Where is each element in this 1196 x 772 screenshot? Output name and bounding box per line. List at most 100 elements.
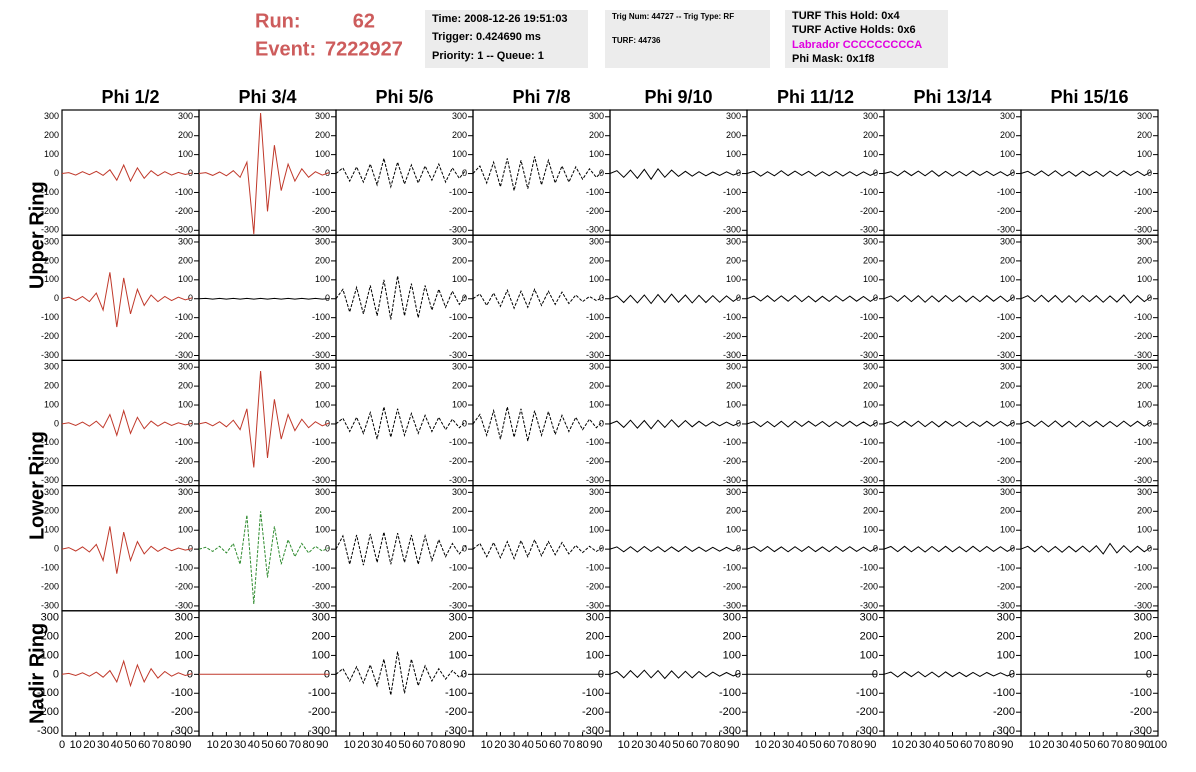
y-tick-label: 0 [54,418,59,428]
x-tick-label: 20 [905,739,917,751]
y-tick-label: 0 [462,168,467,178]
y-tick-label: 200 [586,630,604,642]
x-tick-label: 20 [631,739,643,751]
y-tick-label: 200 [726,380,741,390]
column-label: Phi 11/12 [777,87,854,107]
x-tick-label: 30 [1056,739,1068,751]
y-tick-label: -300 [175,225,193,235]
y-tick-label: 200 [723,630,741,642]
y-tick-label: 200 [1137,380,1152,390]
y-tick-label: 100 [726,149,741,159]
y-tick-label: 0 [462,544,467,554]
x-tick-label: 70 [974,739,986,751]
y-tick-label: 200 [726,506,741,516]
y-tick-label: -200 [582,706,604,718]
y-tick-label: 100 [452,149,467,159]
waveform [61,408,193,438]
y-tick-label: -100 [41,437,59,447]
y-tick-label: 200 [315,506,330,516]
waveform [1020,542,1152,555]
y-tick-label: -200 [723,331,741,341]
y-tick-label: -200 [312,331,330,341]
panel-frame [472,234,611,361]
y-tick-label: -100 [312,562,330,572]
y-tick-label: -300 [1134,225,1152,235]
y-tick-label: -300 [856,725,878,737]
y-tick-label: 300 [452,362,467,372]
x-tick-label: 90 [179,739,191,751]
column-label: Phi 3/4 [238,87,296,107]
column-label: Phi 1/2 [101,87,159,107]
y-tick-label: 200 [860,630,878,642]
y-tick-label: 300 [1137,487,1152,497]
y-tick-label: 100 [315,525,330,535]
waveform [1020,420,1152,428]
y-tick-label: 300 [1137,362,1152,372]
panel-frame [883,485,1022,612]
y-tick-label: 200 [315,380,330,390]
panel-frame [335,485,474,612]
waveform [746,170,878,177]
y-tick-label: -100 [997,437,1015,447]
waveform [883,294,1015,303]
info-box [425,10,588,68]
y-tick-label: -300 [449,225,467,235]
y-tick-label: 200 [44,130,59,140]
y-tick-label: -100 [41,562,59,572]
panel-frame [335,109,474,236]
y-tick-label: -300 [993,725,1015,737]
y-tick-label: -200 [1134,456,1152,466]
y-tick-label: 200 [863,380,878,390]
y-tick-label: 100 [449,649,467,661]
x-tick-label: 30 [919,739,931,751]
y-tick-label: -100 [1130,687,1152,699]
y-tick-label: 300 [589,236,604,246]
y-tick-label: 200 [1137,506,1152,516]
y-tick-label: 300 [863,362,878,372]
y-tick-label: -200 [860,331,878,341]
y-tick-label: 0 [54,544,59,554]
y-tick-label: 100 [863,525,878,535]
y-tick-label: 200 [1000,506,1015,516]
y-tick-label: -100 [312,312,330,322]
y-tick-label: -100 [997,562,1015,572]
y-tick-label: -300 [860,350,878,360]
waveform [335,275,467,320]
x-tick-label: 40 [1070,739,1082,751]
y-tick-label: 300 [997,611,1015,623]
y-tick-label: -100 [860,312,878,322]
x-tick-label: 80 [713,739,725,751]
y-tick-label: -100 [997,187,1015,197]
y-tick-label: -200 [312,206,330,216]
y-tick-label: 300 [449,611,467,623]
y-tick-label: -300 [719,725,741,737]
y-tick-label: 300 [44,111,59,121]
y-tick-label: 200 [589,506,604,516]
y-tick-label: -100 [449,562,467,572]
y-tick-label: 100 [1137,525,1152,535]
x-tick-label: 90 [1001,739,1013,751]
y-tick-label: 100 [863,399,878,409]
y-tick-label: -100 [860,437,878,447]
y-tick-label: -100 [175,187,193,197]
waveform [746,545,878,553]
run-number: 62 [353,10,375,32]
y-tick-label: -100 [1134,562,1152,572]
y-tick-label: -200 [312,456,330,466]
x-tick-label: 50 [809,739,821,751]
waveform [472,538,604,560]
panel-frame [609,234,748,361]
y-tick-label: -100 [41,187,59,197]
panel-frame [198,359,337,487]
x-tick-label: 10 [344,739,356,751]
y-tick-label: -300 [41,475,59,485]
waveform [746,294,878,303]
x-tick-label: 70 [426,739,438,751]
y-tick-label: 300 [452,111,467,121]
y-tick-label: -300 [860,225,878,235]
y-tick-label: -300 [1134,600,1152,610]
y-tick-label: -300 [586,600,604,610]
column-label: Phi 13/14 [913,87,991,107]
y-tick-label: 300 [178,362,193,372]
y-tick-label: 100 [315,274,330,284]
